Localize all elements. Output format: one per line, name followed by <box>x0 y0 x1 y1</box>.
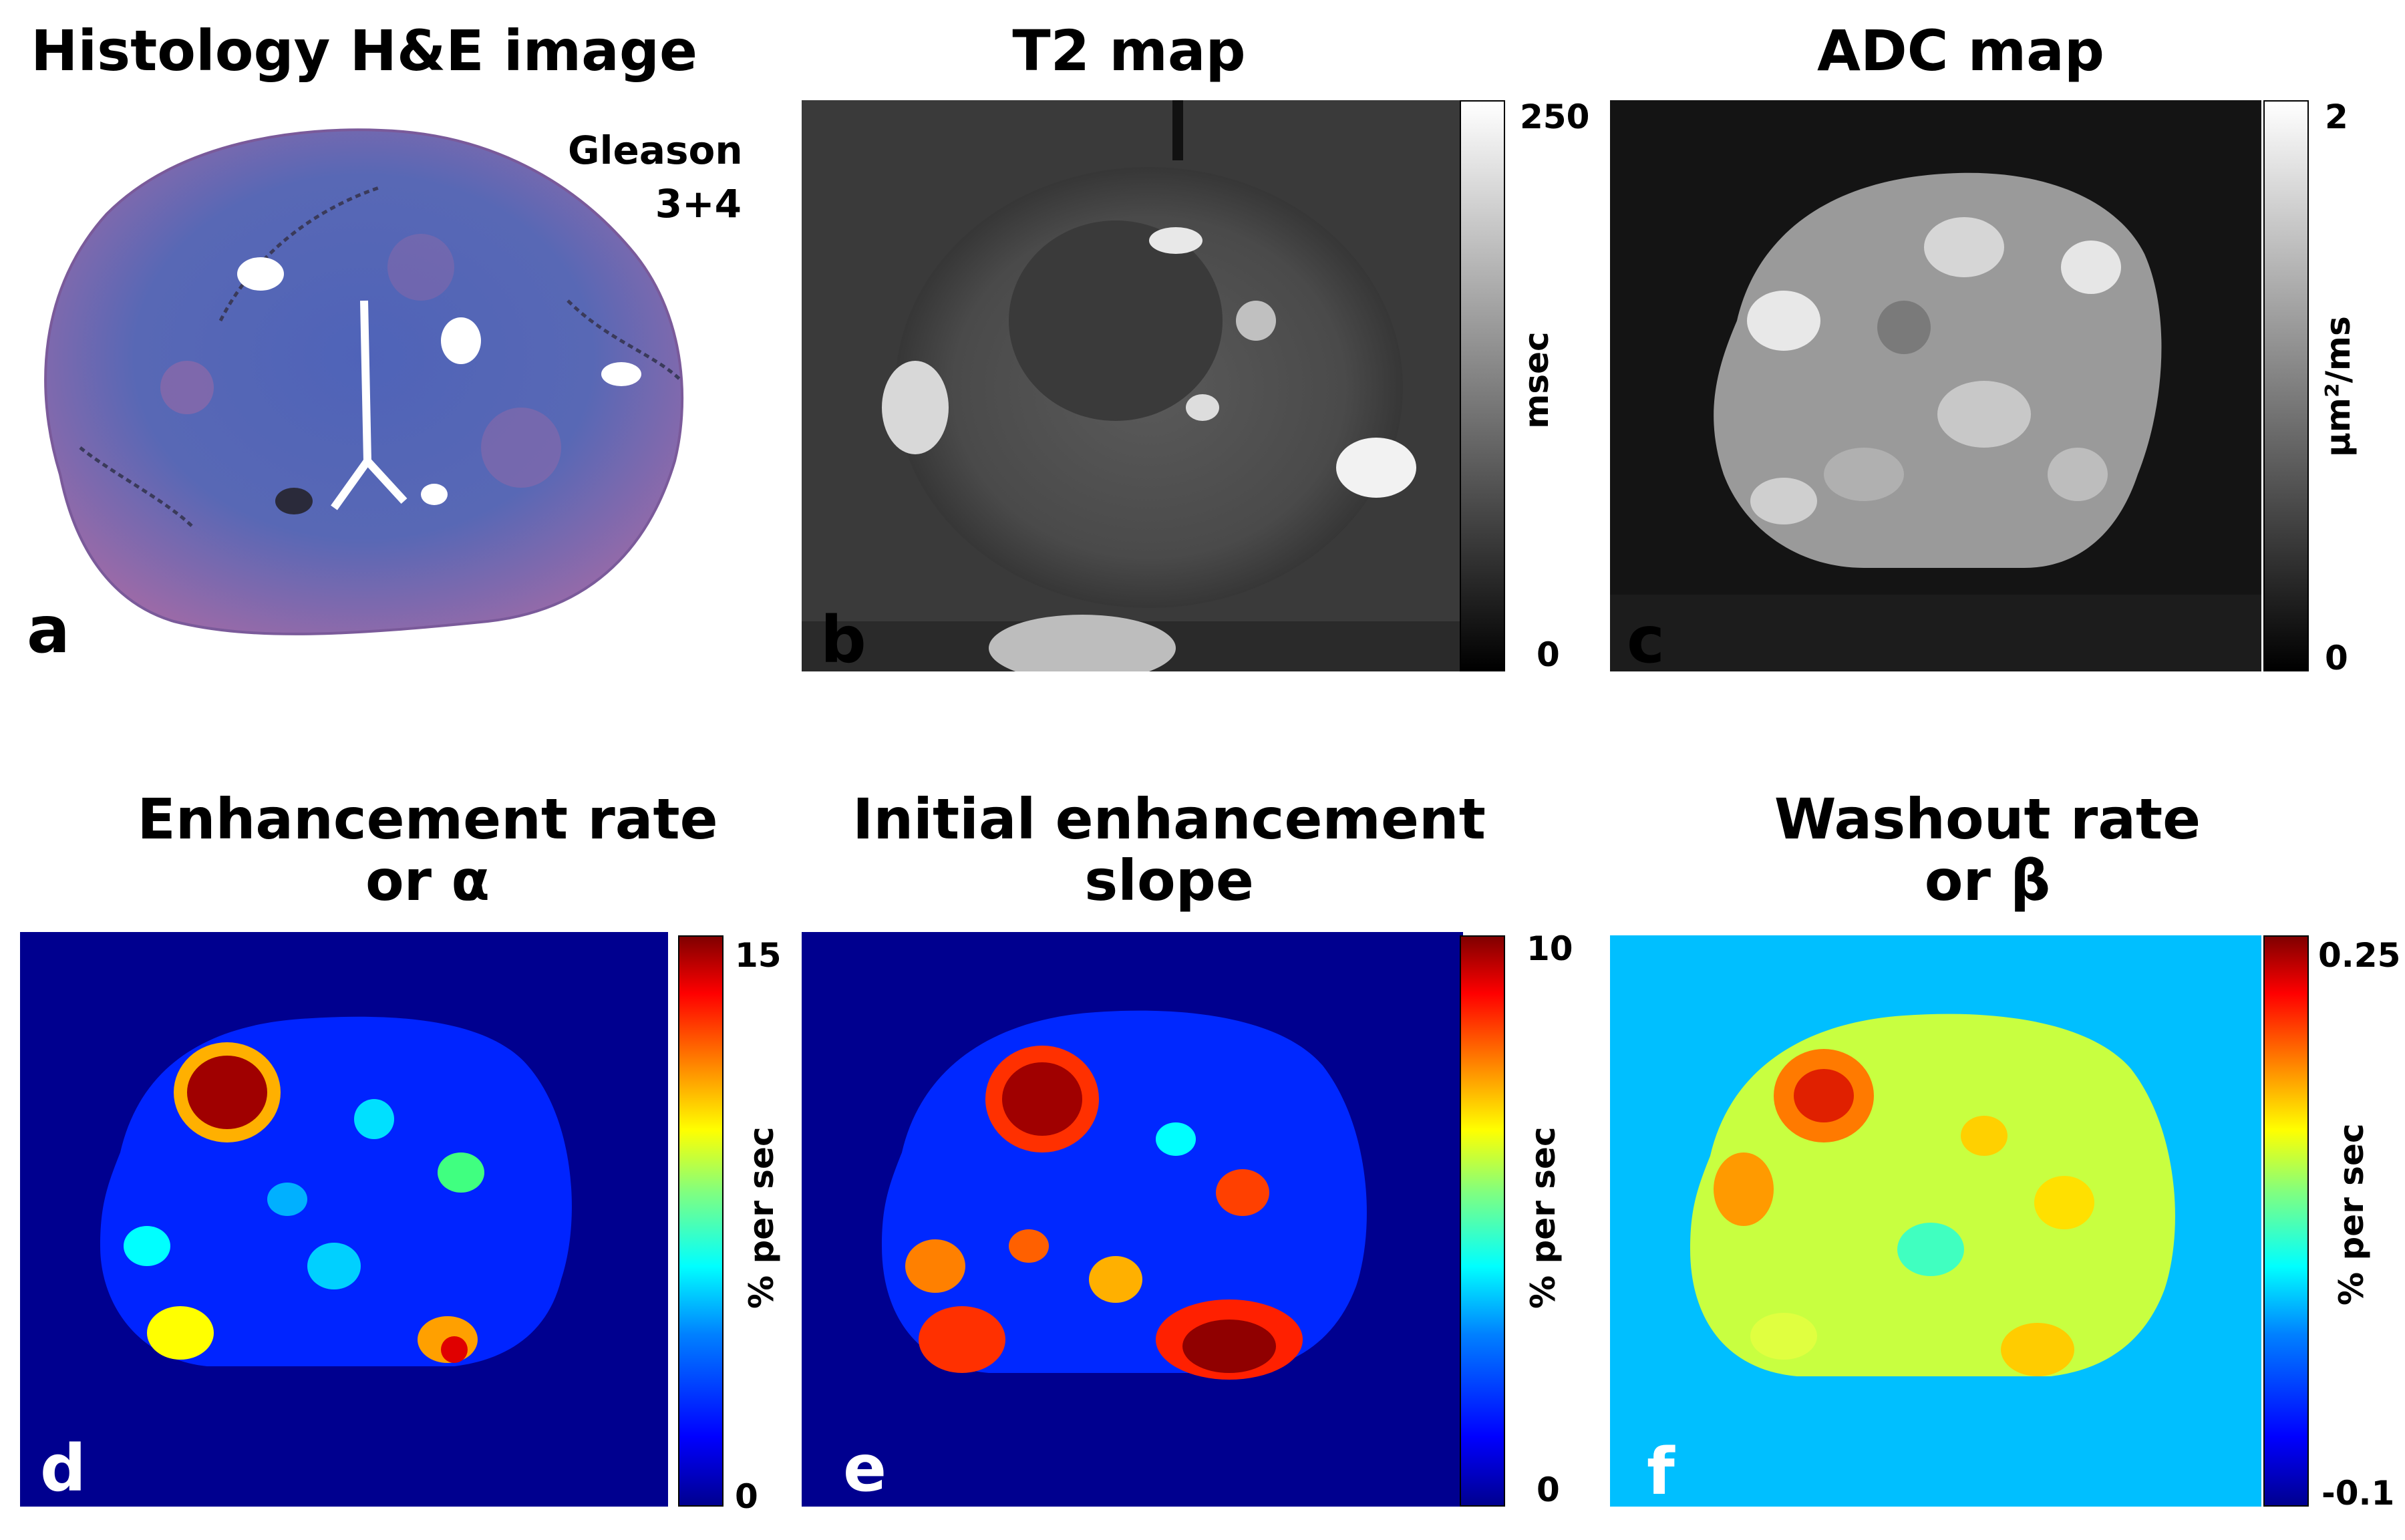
t2-unit-label: msec <box>1517 331 1556 429</box>
panel-d-title-line1: Enhancement rate <box>137 786 718 852</box>
enhancement-rate-map <box>20 932 668 1507</box>
washout-rate-cbar-min: -0.1 <box>2321 1474 2395 1513</box>
panel-d-title-line2: or α <box>365 848 490 913</box>
panel-c-title: ADC map <box>1817 18 2104 84</box>
adc-unit-label: µm²/ms <box>2319 316 2358 457</box>
initial-enhancement-slope-unit-label: % per sec <box>1524 1126 1563 1309</box>
panel-e-title-line1: Initial enhancement <box>852 786 1486 852</box>
gleason-score: 3+4 <box>655 181 742 226</box>
t2-cbar-max: 250 <box>1520 98 1590 136</box>
washout-rate-colorbar <box>2263 935 2309 1507</box>
panel-f-title-line1: Washout rate <box>1774 786 2201 852</box>
initial-enhancement-slope-cbar-min: 0 <box>1537 1471 1560 1509</box>
washout-rate-map <box>1610 935 2261 1507</box>
initial-enhancement-slope-colorbar <box>1460 935 1505 1507</box>
enhancement-rate-colorbar <box>678 935 724 1507</box>
washout-rate-cbar-max: 0.25 <box>2318 936 2401 975</box>
enhancement-rate-cbar-max: 15 <box>735 936 782 975</box>
t2-map-image <box>802 100 1463 671</box>
t2-cbar-min: 0 <box>1537 635 1560 674</box>
gleason-label: Gleason <box>568 128 743 173</box>
initial-enhancement-slope-map <box>802 932 1463 1507</box>
adc-cbar-min: 0 <box>2325 639 2348 677</box>
panel-c-letter: c <box>1627 603 1665 677</box>
panel-f-title: Washout rate or β <box>1610 788 2365 911</box>
enhancement-rate-cbar-min: 0 <box>735 1477 758 1516</box>
panel-b-title: T2 map <box>1012 18 1246 84</box>
panel-b-letter: b <box>820 603 866 677</box>
histology-image <box>20 100 755 655</box>
adc-cbar-max: 2 <box>2325 98 2348 136</box>
panel-d-letter: d <box>40 1431 86 1506</box>
enhancement-rate-unit-label: % per sec <box>742 1126 781 1309</box>
panel-a-title: Histology H&E image <box>31 18 697 84</box>
panel-e-title-line2: slope <box>1084 848 1254 913</box>
panel-d-title: Enhancement rate or α <box>20 788 835 911</box>
initial-enhancement-slope-cbar-max: 10 <box>1527 929 1573 968</box>
t2-colorbar <box>1460 100 1505 671</box>
adc-map-image <box>1610 100 2261 671</box>
adc-colorbar <box>2263 100 2309 671</box>
panel-f-letter: f <box>1647 1434 1675 1509</box>
panel-e-letter: e <box>843 1431 887 1506</box>
panel-a-letter: a <box>27 593 70 667</box>
washout-rate-unit-label: % per sec <box>2332 1123 2371 1305</box>
panel-e-title: Initial enhancement slope <box>802 788 1537 911</box>
panel-f-title-line2: or β <box>1924 848 2051 913</box>
